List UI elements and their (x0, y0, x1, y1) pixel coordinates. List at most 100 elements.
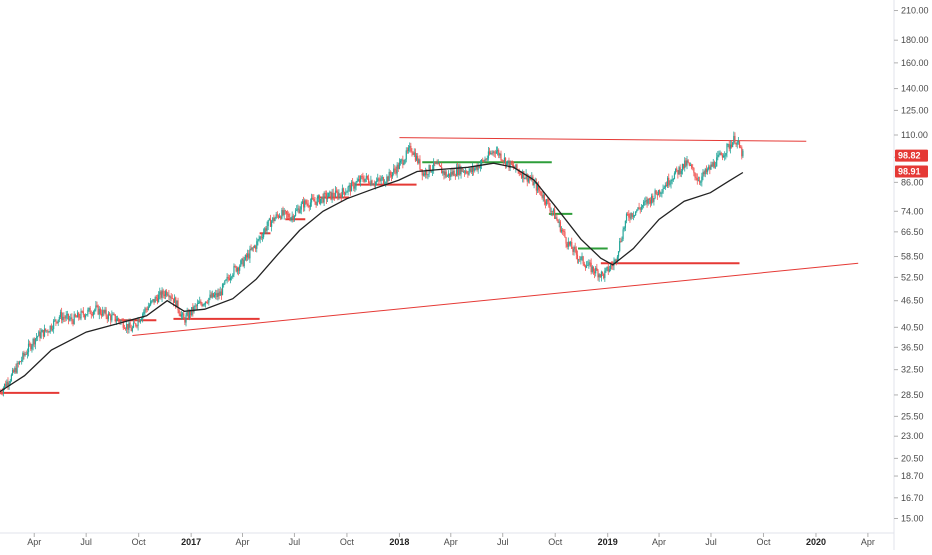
candle-body (363, 179, 365, 182)
candle-body (492, 151, 494, 154)
candle (629, 212, 631, 223)
candle (38, 330, 40, 337)
candle-body (332, 192, 334, 197)
candle-body (204, 301, 207, 305)
candle-body (477, 165, 479, 170)
candle-body (344, 191, 346, 195)
candle (447, 170, 450, 178)
candle (467, 171, 469, 178)
candle (476, 163, 478, 172)
candle-body (444, 171, 446, 175)
candle (681, 163, 684, 175)
candle (726, 142, 728, 158)
candle-body (695, 177, 697, 179)
candle (631, 212, 633, 219)
candle-body (473, 167, 475, 171)
candle (289, 213, 291, 222)
candle (40, 328, 42, 340)
candle-body (215, 293, 217, 296)
candle (191, 307, 193, 317)
candle-body (474, 168, 476, 171)
candle (80, 308, 82, 321)
candle (721, 153, 723, 161)
candle-body (438, 163, 440, 166)
candle (185, 312, 187, 327)
y-axis[interactable]: 210.00180.00160.00140.00125.00110.0098.0… (893, 0, 929, 550)
candle-body (11, 370, 14, 375)
candle (577, 258, 580, 264)
candle (46, 330, 48, 333)
candle (209, 290, 211, 301)
candle (167, 292, 169, 297)
candle-body (522, 171, 524, 178)
candle-body (91, 314, 94, 316)
candle-body (104, 309, 106, 313)
candle-body (350, 182, 353, 192)
candle (248, 249, 250, 260)
candle-body (2, 387, 5, 393)
candle (64, 315, 66, 322)
y-tick-label: 16.70 (901, 493, 924, 503)
candle (452, 168, 454, 177)
candle-body (150, 301, 152, 306)
candle (712, 158, 714, 169)
candle-body (676, 168, 678, 171)
horizontal-levels (0, 161, 740, 394)
candle-body (487, 151, 490, 159)
candle (398, 158, 401, 170)
candle (323, 191, 325, 207)
candle (483, 159, 485, 163)
candle (703, 170, 705, 177)
candle-body (136, 325, 138, 327)
candle-body (604, 270, 606, 278)
candle (329, 190, 331, 197)
candle-body (292, 215, 294, 220)
candle (729, 139, 731, 154)
candle (342, 187, 345, 195)
candle-body (228, 278, 230, 280)
candle-body (511, 164, 514, 166)
candle (156, 294, 159, 305)
candle-body (99, 308, 102, 314)
candle-body (541, 195, 543, 198)
candle (684, 157, 686, 172)
candle-body (70, 317, 72, 319)
candle (646, 196, 648, 208)
candle (376, 177, 378, 186)
candle-body (454, 175, 456, 177)
candle (547, 197, 549, 205)
candle (653, 198, 655, 206)
candle (727, 143, 729, 148)
candle-body (651, 195, 653, 204)
candle-body (369, 182, 371, 185)
candle-body (639, 208, 641, 210)
candle (316, 194, 318, 206)
candle-body (216, 293, 218, 297)
candle (122, 318, 124, 331)
price-badge: 98.82 (895, 149, 928, 162)
candle (242, 256, 244, 267)
candle-body (388, 171, 390, 181)
candle-body (668, 177, 670, 185)
candle-body (356, 181, 358, 183)
candle (593, 268, 596, 279)
candle-body (590, 262, 592, 273)
candle (296, 205, 298, 212)
candle (6, 379, 8, 388)
candle-body (34, 338, 36, 345)
candle (70, 313, 72, 322)
candle-body (291, 215, 293, 218)
candle (90, 310, 92, 319)
candle (702, 168, 704, 181)
candle-body (450, 172, 452, 177)
candle-body (202, 304, 204, 307)
candle (280, 215, 282, 221)
candle (692, 163, 694, 171)
candle-body (565, 237, 567, 244)
x-axis[interactable]: Apr Jul Oct 2017 Apr Jul Oct 2018 Apr Jul Oct 2019 A… (0, 532, 894, 547)
candle (136, 324, 138, 329)
candle-body (321, 196, 323, 199)
candle (546, 198, 548, 206)
candle-body (120, 320, 122, 323)
candle-body (671, 180, 673, 181)
